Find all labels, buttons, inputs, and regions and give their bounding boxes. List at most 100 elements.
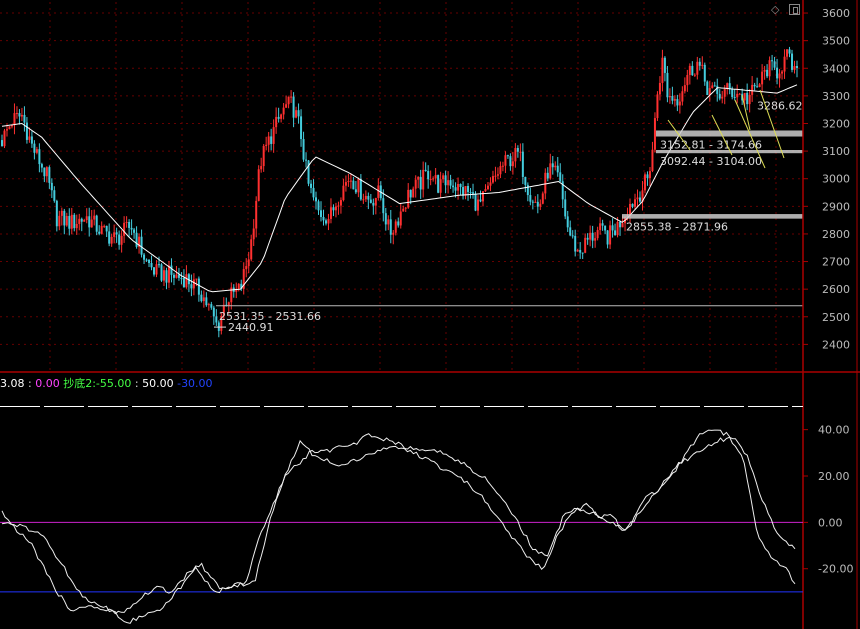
candle-body	[511, 161, 514, 167]
candle-body	[621, 223, 624, 228]
indicator-tick-label: -20.00	[818, 563, 853, 576]
candle-body	[207, 304, 210, 306]
candle-body	[444, 175, 447, 186]
candle-body	[499, 166, 502, 175]
candle-body	[315, 197, 318, 202]
candle-body	[364, 195, 367, 200]
candle-body	[648, 171, 651, 179]
candle-body	[369, 199, 372, 203]
candle-body	[327, 218, 330, 224]
candle-body	[534, 201, 537, 203]
candle-body	[604, 225, 607, 231]
candle-body	[743, 92, 746, 101]
candle-body	[347, 181, 350, 183]
candle-body	[584, 237, 587, 253]
candle-body	[432, 178, 435, 180]
candle-body	[275, 116, 278, 128]
candle-body	[18, 113, 21, 117]
main-tick-label: 3600	[822, 7, 850, 20]
candle-body	[33, 143, 36, 153]
window-icon[interactable]	[789, 4, 800, 15]
candle-body	[13, 113, 16, 126]
candle-body	[83, 220, 86, 222]
candle-body	[559, 172, 562, 182]
candle-body	[569, 227, 572, 236]
candle-body	[357, 178, 360, 193]
candle-body	[676, 99, 679, 106]
candle-body	[354, 189, 357, 193]
candle-body	[753, 84, 756, 87]
candle-body	[531, 201, 534, 203]
candle-body	[389, 219, 392, 235]
candle-body	[549, 163, 552, 179]
candle-body	[200, 294, 203, 302]
candle-body	[128, 222, 131, 228]
candle-body	[758, 84, 761, 88]
candle-body	[140, 236, 143, 255]
candle-body	[180, 277, 183, 279]
candle-body	[210, 304, 213, 308]
candle-body	[666, 72, 669, 98]
candle-body	[324, 220, 327, 224]
candle-body	[629, 203, 632, 216]
candle-body	[187, 274, 190, 285]
candle-body	[571, 235, 574, 237]
candle-body	[399, 211, 402, 226]
price-zone-label: 3152.81 - 3174.66	[660, 139, 762, 152]
candle-body	[609, 225, 612, 245]
diamond-icon[interactable]: ◇	[771, 3, 780, 16]
candle-body	[514, 148, 517, 162]
candle-body	[731, 89, 734, 97]
indicator-series-line	[1, 436, 796, 624]
indicator-tick-label: 40.00	[818, 424, 850, 437]
main-tick-label: 2500	[822, 311, 850, 324]
candle-body	[280, 114, 283, 119]
candle-body	[322, 216, 325, 221]
signal-arrow	[759, 89, 785, 159]
candle-body	[422, 169, 425, 190]
candle-body	[574, 235, 577, 252]
candle-body	[736, 93, 739, 98]
candle-body	[427, 170, 430, 180]
candle-body	[688, 65, 691, 75]
candle-body	[267, 136, 270, 145]
candle-body	[63, 210, 66, 226]
candle-body	[616, 221, 619, 236]
candle-body	[501, 165, 504, 167]
candle-body	[28, 136, 31, 140]
candle-body	[728, 83, 731, 90]
candle-body	[641, 190, 644, 202]
candle-body	[5, 129, 8, 131]
candle-body	[58, 215, 61, 227]
candle-body	[424, 169, 427, 171]
candle-body	[85, 216, 88, 221]
signal-arrow	[734, 99, 766, 169]
candle-body	[38, 149, 41, 165]
candle-body	[788, 49, 791, 54]
candle-body	[394, 221, 397, 233]
candle-body	[601, 223, 604, 226]
candle-body	[48, 167, 51, 183]
candle-body	[297, 110, 300, 117]
candle-body	[599, 223, 602, 231]
candle-body	[546, 172, 549, 179]
candle-body	[339, 200, 342, 206]
candle-body	[631, 203, 634, 207]
candle-body	[564, 199, 567, 217]
candle-body	[202, 297, 205, 302]
candle-body	[90, 219, 93, 228]
candle-body	[556, 165, 559, 173]
candle-body	[776, 67, 779, 79]
candle-body	[123, 222, 126, 236]
candle-body	[78, 218, 81, 224]
candle-body	[310, 183, 313, 188]
candle-body	[319, 210, 322, 217]
candle-body	[120, 235, 123, 245]
candle-body	[636, 197, 639, 200]
candle-body	[235, 289, 238, 292]
candle-body	[596, 230, 599, 239]
candle-body	[150, 262, 153, 268]
candle-body	[539, 203, 542, 207]
candle-body	[342, 185, 345, 201]
candle-body	[748, 94, 751, 105]
